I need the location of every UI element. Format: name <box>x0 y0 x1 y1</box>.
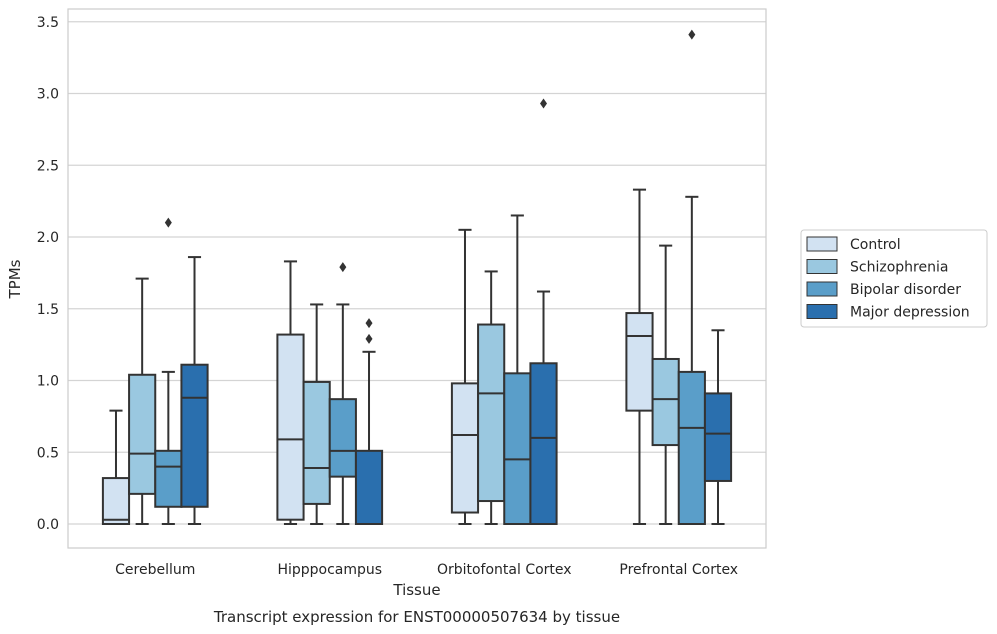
box-body <box>450 382 480 514</box>
box-major-depression <box>180 256 209 525</box>
legend-swatch <box>806 259 838 274</box>
box-bipolar-disorder <box>328 262 357 525</box>
box-body <box>128 373 157 495</box>
box-bipolar-disorder <box>677 29 706 526</box>
y-tick-label: 2.5 <box>37 158 59 174</box>
box-control <box>101 409 131 525</box>
legend-swatch <box>806 281 838 297</box>
legend-label: Major depression <box>850 305 970 321</box>
box-major-depression <box>529 98 558 525</box>
x-axis-label: Tissue <box>392 581 440 599</box>
legend-label: Control <box>850 237 901 253</box>
y-tick-label: 1.5 <box>37 302 59 318</box>
box-schizophrenia <box>128 277 157 525</box>
legend-swatch <box>806 304 838 319</box>
box-schizophrenia <box>651 244 680 525</box>
legend-label: Bipolar disorder <box>850 282 961 298</box>
legend-entries: Control Schizophrenia Bipolar disorder Majo… <box>806 236 970 321</box>
plot-frame <box>67 8 767 549</box>
outlier-point <box>365 318 373 329</box>
box-bipolar-disorder <box>503 214 532 526</box>
y-tick-label: 3.5 <box>37 15 59 31</box>
box-major-depression <box>703 329 733 525</box>
box-bipolar-disorder <box>154 217 183 525</box>
x-axis-ticks: Cerebellum Hipppocampus Orbitofontal Corte… <box>115 562 738 578</box>
gridlines <box>68 21 766 525</box>
box-body <box>651 357 680 447</box>
legend-swatch <box>806 236 838 252</box>
box-body <box>503 372 532 526</box>
legend: Control Schizophrenia Bipolar disorder Majo… <box>800 229 988 328</box>
outlier-point <box>688 29 696 40</box>
x-tick-label: Prefrontal Cortex <box>619 562 738 578</box>
outlier-point <box>164 217 172 228</box>
legend-label: Schizophrenia <box>850 260 948 276</box>
x-tick-label: Hipppocampus <box>277 562 382 578</box>
box-body <box>328 398 357 478</box>
outlier-point <box>339 262 347 273</box>
box-body <box>477 323 506 503</box>
box-body <box>354 449 384 525</box>
box-body <box>180 363 209 508</box>
outlier-point <box>365 333 373 344</box>
box-body <box>154 449 183 508</box>
box-series <box>101 29 733 526</box>
y-tick-label: 1.0 <box>37 374 59 390</box>
box-body <box>529 362 558 525</box>
y-axis-label: TPMs <box>6 259 24 299</box>
y-axis-ticks: 0.0 0.5 1.0 1.5 2.0 2.5 3.0 3.5 <box>37 15 59 533</box>
outlier-point <box>540 98 548 109</box>
y-tick-label: 0.0 <box>37 517 59 533</box>
x-tick-label: Orbitofontal Cortex <box>437 562 572 578</box>
box-schizophrenia <box>302 303 331 525</box>
y-tick-label: 2.0 <box>37 230 59 246</box>
box-control <box>625 188 654 525</box>
legend-frame <box>800 229 988 328</box>
box-major-depression <box>354 318 384 525</box>
box-control <box>450 228 480 525</box>
box-schizophrenia <box>477 270 506 525</box>
box-body <box>276 333 305 521</box>
x-tick-label: Cerebellum <box>115 562 195 578</box>
box-body <box>625 312 654 412</box>
chart-caption: Transcript expression for ENST0000050763… <box>213 608 620 626</box>
box-control <box>276 260 305 525</box>
box-body <box>677 370 706 526</box>
y-tick-label: 0.5 <box>37 445 59 461</box>
box-body <box>703 392 733 482</box>
box-body <box>302 380 331 505</box>
box-body <box>101 477 131 525</box>
y-tick-label: 3.0 <box>37 87 59 103</box>
